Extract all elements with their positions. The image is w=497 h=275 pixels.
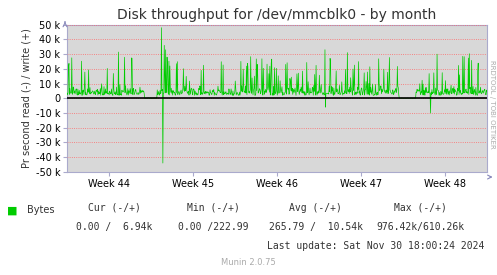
Text: Last update: Sat Nov 30 18:00:24 2024: Last update: Sat Nov 30 18:00:24 2024: [267, 241, 485, 251]
Text: 0.00 /  6.94k: 0.00 / 6.94k: [76, 222, 153, 232]
Text: 0.00 /222.99: 0.00 /222.99: [178, 222, 249, 232]
Text: Munin 2.0.75: Munin 2.0.75: [221, 258, 276, 267]
Y-axis label: Pr second read (-) / write (+): Pr second read (-) / write (+): [21, 28, 31, 168]
Text: 265.79 /  10.54k: 265.79 / 10.54k: [268, 222, 363, 232]
Text: Cur (-/+): Cur (-/+): [88, 203, 141, 213]
Text: Min (-/+): Min (-/+): [187, 203, 240, 213]
Title: Disk throughput for /dev/mmcblk0 - by month: Disk throughput for /dev/mmcblk0 - by mo…: [117, 8, 437, 22]
Text: RRDTOOL / TOBI OETIKER: RRDTOOL / TOBI OETIKER: [489, 60, 495, 149]
Text: Avg (-/+): Avg (-/+): [289, 203, 342, 213]
Text: Bytes: Bytes: [27, 205, 55, 215]
Text: ■: ■: [7, 205, 18, 215]
Text: Max (-/+): Max (-/+): [394, 203, 446, 213]
Text: 976.42k/610.26k: 976.42k/610.26k: [376, 222, 464, 232]
